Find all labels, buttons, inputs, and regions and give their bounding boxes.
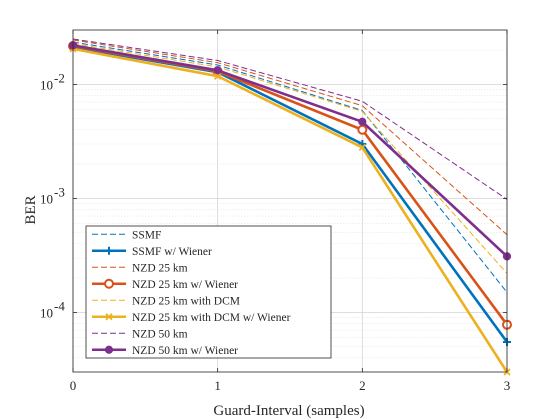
legend-item: NZD 50 km w/ Wiener (92, 345, 238, 357)
legend: SSMF SSMF w/ Wiener NZD 25 km NZD 25 km w/ … (85, 225, 332, 359)
legend-label: NZD 50 km (132, 328, 188, 340)
x-tick-label: 3 (504, 378, 511, 393)
series-4 (72, 43, 508, 274)
legend-box (85, 225, 332, 359)
legend-label: NZD 25 km (132, 262, 188, 274)
y-tick-base: 10 (40, 77, 53, 92)
legend-label: NZD 25 km with DCM (132, 295, 240, 307)
series-group (68, 38, 512, 376)
dot-marker (213, 66, 222, 75)
x-tick-label: 1 (214, 378, 221, 393)
legend-item: NZD 25 km (92, 262, 188, 274)
series-line (72, 47, 509, 373)
y-tick-exponent: -4 (54, 298, 65, 313)
series-2 (72, 39, 508, 236)
series-line (72, 41, 508, 293)
ticks: 0 1 2 310-410-310-2 (40, 30, 510, 393)
y-tick-label: 10 -2 (40, 70, 65, 92)
y-tick-exponent: -2 (54, 70, 65, 85)
legend-label: NZD 25 km w/ Wiener (132, 279, 238, 291)
legend-label: SSMF (132, 229, 161, 241)
legend-label: SSMF w/ Wiener (132, 246, 212, 258)
series-line (72, 43, 508, 274)
circle-marker (357, 124, 368, 135)
x-tick-label: 2 (359, 378, 366, 393)
series-6 (72, 38, 508, 200)
legend-item: NZD 25 km w/ Wiener (92, 278, 238, 291)
series-line (72, 44, 508, 258)
series-line (72, 39, 508, 236)
dot-marker (358, 117, 367, 126)
legend-item: SSMF w/ Wiener (92, 246, 212, 258)
legend-label: NZD 25 km with DCM w/ Wiener (132, 312, 291, 324)
x-tick-label: 0 (70, 378, 77, 393)
legend-label: NZD 50 km w/ Wiener (132, 345, 238, 357)
y-tick-base: 10 (40, 191, 53, 206)
x-marker (214, 72, 222, 80)
circle-marker (104, 278, 114, 289)
series-7 (68, 41, 512, 261)
dot-marker (104, 345, 114, 354)
series-0 (72, 41, 508, 293)
legend-item: SSMF (92, 229, 161, 241)
y-tick-label: 10 -4 (40, 298, 65, 320)
plot-frame (72, 29, 508, 373)
legend-item: NZD 25 km with DCM (92, 295, 240, 307)
legend-item: NZD 25 km with DCM w/ Wiener (92, 312, 291, 324)
y-tick-exponent: -3 (54, 184, 65, 199)
y-tick-base: 10 (40, 305, 53, 320)
legend-item: NZD 50 km (92, 328, 188, 340)
x-marker (358, 143, 366, 152)
x-axis-label: Guard-Interval (samples) (213, 403, 364, 419)
y-tick-label: 10 -3 (40, 184, 65, 206)
x-marker (105, 313, 113, 321)
plus-marker (105, 246, 113, 255)
y-axis-label: BER (23, 195, 39, 224)
series-line (72, 38, 508, 200)
